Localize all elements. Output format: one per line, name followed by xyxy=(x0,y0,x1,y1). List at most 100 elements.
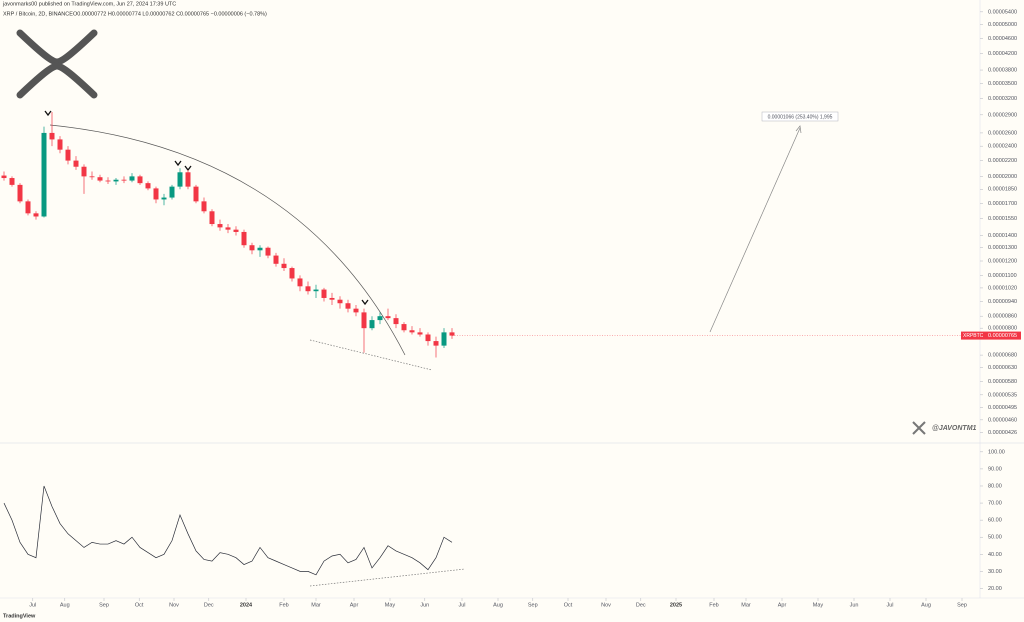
candle-body xyxy=(9,178,15,185)
x-tick-label: Jul xyxy=(886,602,893,608)
candle-body xyxy=(369,320,375,329)
candle-body xyxy=(193,186,199,202)
rsi-tick-label: 30.00 xyxy=(988,569,1002,575)
candle-body xyxy=(281,263,287,269)
y-tick-label: 0.00000680 xyxy=(988,353,1017,359)
ohlc-text: O0.00000772 H0.00000774 L0.00000762 C0.0… xyxy=(73,11,267,17)
y-tick-label: 0.00000495 xyxy=(988,405,1017,411)
rsi-tick-label: 90.00 xyxy=(988,466,1002,472)
rsi-tick-label: 50.00 xyxy=(988,535,1002,541)
x-tick-label: Mar xyxy=(741,602,751,608)
x-tick-label: Nov xyxy=(169,602,179,608)
rsi-tick-label: 70.00 xyxy=(988,501,1002,507)
y-tick-label: 0.00003200 xyxy=(988,96,1017,102)
xrp-logo xyxy=(16,29,98,99)
candle-body xyxy=(81,166,87,177)
x-tick-label: Jun xyxy=(850,602,859,608)
price-tag-symbol: XRPBTC xyxy=(963,333,984,339)
x-tick-label: May xyxy=(385,602,396,608)
chevron xyxy=(44,110,52,117)
x-tick-label: Mar xyxy=(311,602,321,608)
candle-body xyxy=(345,303,351,309)
x-tick-label: May xyxy=(813,602,824,608)
candle-body xyxy=(417,332,423,335)
x-tick-label: Sep xyxy=(528,602,538,608)
y-tick-label: 0.00001020 xyxy=(988,285,1017,291)
candle-body xyxy=(153,188,159,200)
candle-body xyxy=(33,213,39,217)
candle-body xyxy=(209,211,215,225)
rsi-tick-label: 60.00 xyxy=(988,518,1002,524)
y-tick-label: 0.00002900 xyxy=(988,112,1017,118)
x-tick-label: Jun xyxy=(420,602,429,608)
y-tick-label: 0.00005400 xyxy=(988,9,1017,15)
x-tick-label: Feb xyxy=(709,602,718,608)
candle-body xyxy=(305,286,311,292)
y-tick-label: 0.00004600 xyxy=(988,36,1017,42)
x-tick-label: Apr xyxy=(778,602,787,608)
y-tick-label: 0.00004200 xyxy=(988,51,1017,57)
candle-body xyxy=(57,139,63,150)
candle-body xyxy=(273,255,279,264)
rsi-line xyxy=(3,485,453,576)
candle-body xyxy=(321,289,327,298)
x-tick-label: 2025 xyxy=(670,602,682,608)
candle-body xyxy=(161,197,167,200)
y-tick-label: 0.00003800 xyxy=(988,68,1017,74)
y-tick-label: 0.00003500 xyxy=(988,81,1017,87)
candle-body xyxy=(241,231,247,246)
candle-body xyxy=(449,332,455,336)
arrow-head xyxy=(795,125,802,134)
y-tick-label: 0.00000630 xyxy=(988,365,1017,371)
x-tick-label: Aug xyxy=(921,602,931,608)
candle-body xyxy=(329,297,335,300)
x-tick-label: Feb xyxy=(279,602,288,608)
candle-body xyxy=(225,227,231,230)
candle-body xyxy=(377,316,383,321)
candle-body xyxy=(289,268,295,279)
candle-body xyxy=(41,132,47,217)
candle-body xyxy=(89,176,95,178)
y-tick-label: 0.00000860 xyxy=(988,314,1017,320)
candle-body xyxy=(121,179,127,181)
candle-body xyxy=(353,308,359,313)
x-tick-label: Nov xyxy=(601,602,611,608)
chevron xyxy=(361,299,369,306)
y-tick-label: 0.00001700 xyxy=(988,201,1017,207)
projection-arrow xyxy=(709,127,801,333)
x-tick-label: Oct xyxy=(135,602,144,608)
candle-body xyxy=(25,201,31,214)
y-tick-label: 0.00001850 xyxy=(988,187,1017,193)
y-tick-label: 0.00002400 xyxy=(988,144,1017,150)
candle-body xyxy=(257,247,263,251)
x-tick-label: Aug xyxy=(60,602,70,608)
price-tag-label: 0.00000765 xyxy=(988,333,1017,339)
y-tick-label: 0.00000940 xyxy=(988,299,1017,305)
trend-arc xyxy=(49,124,406,356)
candle-body xyxy=(249,245,255,251)
x-tick-label: Dec xyxy=(204,602,214,608)
candle-body xyxy=(1,175,7,179)
candle-body xyxy=(337,299,343,304)
candle-body xyxy=(177,172,183,187)
candle-body xyxy=(145,183,151,189)
x-tick-label: Aug xyxy=(493,602,503,608)
y-tick-label: 0.00000800 xyxy=(988,326,1017,332)
price-tag xyxy=(961,331,1021,340)
candle-body xyxy=(385,316,391,319)
x-tick-label: Sep xyxy=(99,602,109,608)
candle-body xyxy=(49,132,55,140)
rsi-tick-label: 100.00 xyxy=(988,449,1005,455)
rsi-tick-label: 40.00 xyxy=(988,552,1002,558)
y-tick-label: 0.00002000 xyxy=(988,174,1017,180)
y-tick-label: 0.00000426 xyxy=(988,430,1017,436)
measurement-box xyxy=(761,111,839,122)
x-tick-label: Apr xyxy=(350,602,359,608)
candle-body xyxy=(185,172,191,187)
candle-body xyxy=(265,247,271,256)
candle-body xyxy=(169,186,175,198)
candle-body xyxy=(361,312,367,329)
